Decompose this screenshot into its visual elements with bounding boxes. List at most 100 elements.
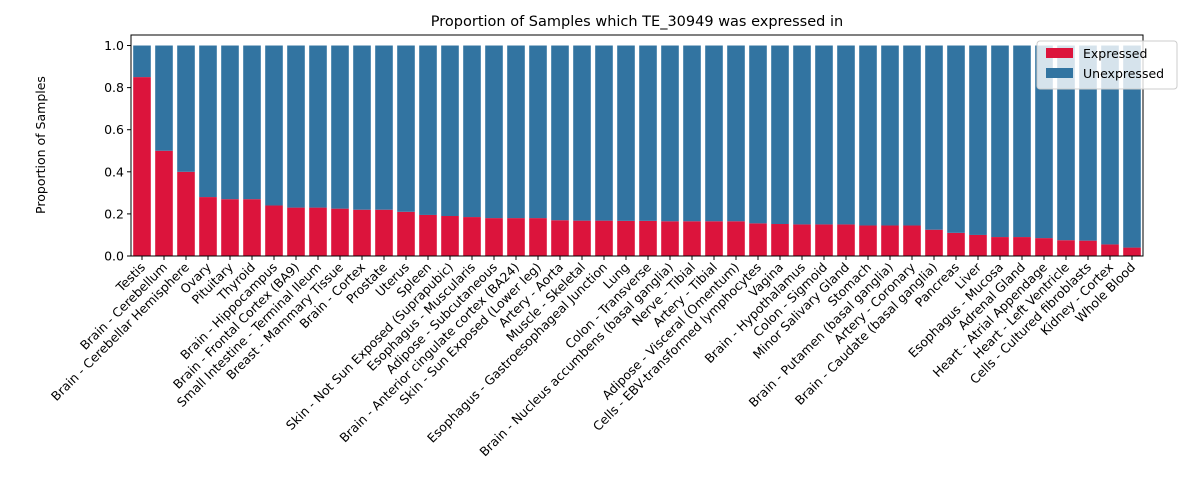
- bar-expressed: [903, 225, 921, 256]
- plot-frame: [130, 34, 1144, 257]
- bar-unexpressed: [617, 45, 635, 221]
- legend-label: Expressed: [1083, 46, 1147, 61]
- bar-unexpressed: [727, 45, 745, 222]
- bar-unexpressed: [815, 45, 833, 225]
- bar-expressed: [1101, 244, 1119, 256]
- bar-expressed: [507, 218, 525, 256]
- bar-unexpressed: [331, 45, 349, 209]
- bar-unexpressed: [441, 45, 459, 217]
- chart-title: Proportion of Samples which TE_30949 was…: [431, 14, 843, 30]
- bar-unexpressed: [573, 45, 591, 221]
- legend-swatch: [1046, 68, 1073, 78]
- legend-label: Unexpressed: [1083, 66, 1164, 81]
- bar-expressed: [727, 221, 745, 256]
- bar-unexpressed: [243, 45, 261, 200]
- legend: Expressed Unexpressed: [1036, 40, 1178, 90]
- bar-unexpressed: [375, 45, 393, 210]
- bar-expressed: [287, 207, 305, 256]
- bar-unexpressed: [353, 45, 371, 210]
- bar-expressed: [1123, 247, 1141, 256]
- bar-expressed: [155, 150, 173, 256]
- y-tick-label: 0.0: [104, 249, 124, 264]
- bar-unexpressed: [859, 45, 877, 226]
- bar-expressed: [353, 209, 371, 256]
- bar-unexpressed: [199, 45, 217, 198]
- bar-expressed: [947, 232, 965, 256]
- legend-swatch: [1046, 48, 1073, 58]
- bar-unexpressed: [551, 45, 569, 221]
- bar-expressed: [1013, 237, 1031, 256]
- bar-unexpressed: [485, 45, 503, 219]
- bar-unexpressed: [661, 45, 679, 222]
- bar-expressed: [969, 234, 987, 256]
- bar-unexpressed: [969, 45, 987, 235]
- bar-unexpressed: [771, 45, 789, 224]
- bar-expressed: [463, 217, 481, 256]
- bar-expressed: [177, 171, 195, 256]
- bar-unexpressed: [397, 45, 415, 212]
- bar-expressed: [485, 218, 503, 256]
- bar-unexpressed: [1123, 45, 1141, 248]
- bar-unexpressed: [1035, 45, 1053, 239]
- bar-unexpressed: [265, 45, 283, 206]
- bar-unexpressed: [463, 45, 481, 218]
- bar-unexpressed: [925, 45, 943, 230]
- bar-expressed: [573, 220, 591, 256]
- bar-expressed: [617, 220, 635, 256]
- bar-expressed: [551, 220, 569, 256]
- bar-expressed: [265, 205, 283, 256]
- bar-unexpressed: [287, 45, 305, 208]
- y-tick-label: 0.2: [104, 206, 124, 221]
- bar-unexpressed: [1101, 45, 1119, 245]
- bar-unexpressed: [507, 45, 525, 219]
- bar-expressed: [639, 220, 657, 256]
- bar-unexpressed: [639, 45, 657, 221]
- bar-unexpressed: [309, 45, 327, 208]
- bar-unexpressed: [1057, 45, 1075, 241]
- bar-expressed: [331, 208, 349, 256]
- bar-unexpressed: [1079, 45, 1097, 241]
- bar-expressed: [925, 229, 943, 256]
- y-tick-label: 0.6: [104, 122, 124, 137]
- y-axis-label: Proportion of Samples: [33, 76, 48, 214]
- bar-unexpressed: [177, 45, 195, 172]
- bar-expressed: [837, 224, 855, 256]
- bar-expressed: [309, 207, 327, 256]
- bar-unexpressed: [947, 45, 965, 233]
- bar-expressed: [793, 224, 811, 256]
- bar-expressed: [221, 199, 239, 256]
- bar-expressed: [1035, 238, 1053, 256]
- bar-unexpressed: [881, 45, 899, 226]
- bar-expressed: [397, 211, 415, 256]
- bar-unexpressed: [705, 45, 723, 222]
- bar-expressed: [881, 225, 899, 256]
- bar-expressed: [529, 218, 547, 256]
- bar-expressed: [595, 220, 613, 256]
- bar-unexpressed: [133, 45, 151, 78]
- bar-expressed: [661, 221, 679, 256]
- bar-expressed: [419, 214, 437, 256]
- bar-unexpressed: [683, 45, 701, 222]
- bar-expressed: [441, 216, 459, 256]
- bar-unexpressed: [221, 45, 239, 200]
- bar-expressed: [1057, 240, 1075, 256]
- bar-unexpressed: [419, 45, 437, 215]
- bar-unexpressed: [793, 45, 811, 225]
- bar-expressed: [771, 224, 789, 256]
- bar-expressed: [1079, 240, 1097, 256]
- bar-unexpressed: [749, 45, 767, 224]
- bar-expressed: [859, 225, 877, 256]
- bar-unexpressed: [595, 45, 613, 221]
- y-tick-label: 0.8: [104, 80, 124, 95]
- bar-expressed: [243, 199, 261, 256]
- bar-unexpressed: [155, 45, 173, 151]
- bar-unexpressed: [1013, 45, 1031, 238]
- bar-unexpressed: [903, 45, 921, 226]
- bar-unexpressed: [991, 45, 1009, 238]
- bar-expressed: [133, 77, 151, 256]
- bar-expressed: [991, 237, 1009, 256]
- y-tick-label: 0.4: [104, 164, 124, 179]
- bar-expressed: [199, 197, 217, 256]
- bar-expressed: [375, 209, 393, 256]
